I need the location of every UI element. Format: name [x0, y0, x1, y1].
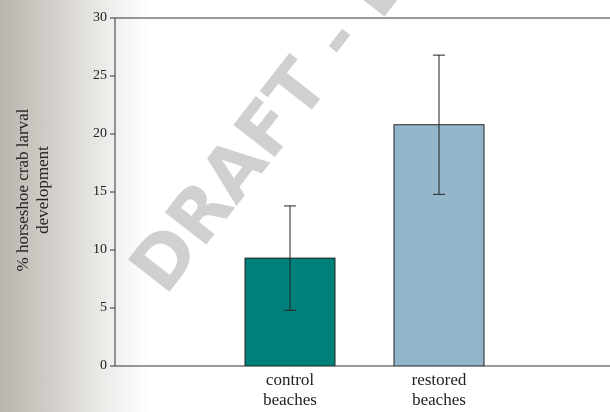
y-tick-label: 10	[93, 242, 107, 257]
y-tick-label: 25	[93, 68, 107, 83]
y-axis-label: % horseshoe crab larval development	[13, 95, 53, 285]
y-tick-label: 0	[100, 358, 107, 373]
chart: 051015202530DRAFT - D	[0, 0, 610, 412]
y-tick-label: 30	[93, 10, 107, 25]
y-tick-label: 5	[100, 300, 107, 315]
y-tick-label: 15	[93, 184, 107, 199]
y-tick-label: 20	[93, 126, 107, 141]
page: 051015202530DRAFT - D % horseshoe crab l…	[0, 0, 610, 412]
x-tick-label: restored beaches	[404, 370, 474, 410]
x-tick-label: control beaches	[255, 370, 325, 410]
